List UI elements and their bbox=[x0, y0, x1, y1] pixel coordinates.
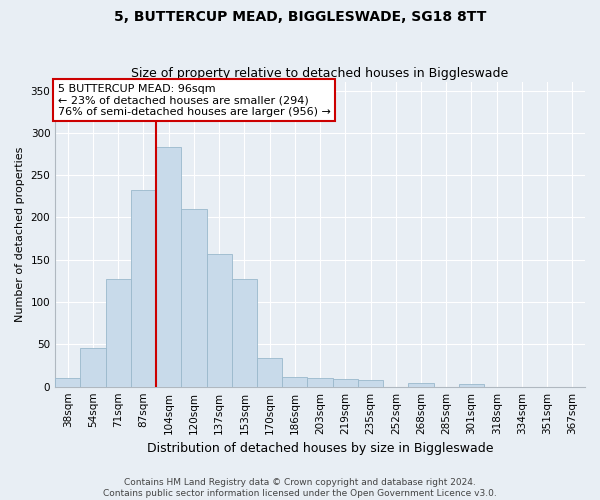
Bar bbox=[257, 358, 282, 386]
Bar bbox=[181, 209, 206, 386]
Bar bbox=[131, 190, 156, 386]
Bar bbox=[106, 279, 131, 386]
Bar bbox=[459, 384, 484, 386]
Bar bbox=[55, 378, 80, 386]
Bar bbox=[307, 378, 332, 386]
Text: Contains HM Land Registry data © Crown copyright and database right 2024.
Contai: Contains HM Land Registry data © Crown c… bbox=[103, 478, 497, 498]
Title: Size of property relative to detached houses in Biggleswade: Size of property relative to detached ho… bbox=[131, 66, 509, 80]
Bar bbox=[156, 147, 181, 386]
Y-axis label: Number of detached properties: Number of detached properties bbox=[15, 146, 25, 322]
Bar bbox=[332, 379, 358, 386]
Bar bbox=[409, 384, 434, 386]
Bar bbox=[282, 378, 307, 386]
Text: 5, BUTTERCUP MEAD, BIGGLESWADE, SG18 8TT: 5, BUTTERCUP MEAD, BIGGLESWADE, SG18 8TT bbox=[114, 10, 486, 24]
Bar bbox=[80, 348, 106, 387]
Bar bbox=[358, 380, 383, 386]
Text: 5 BUTTERCUP MEAD: 96sqm
← 23% of detached houses are smaller (294)
76% of semi-d: 5 BUTTERCUP MEAD: 96sqm ← 23% of detache… bbox=[58, 84, 331, 117]
Bar bbox=[232, 279, 257, 386]
Bar bbox=[206, 254, 232, 386]
X-axis label: Distribution of detached houses by size in Biggleswade: Distribution of detached houses by size … bbox=[147, 442, 493, 455]
